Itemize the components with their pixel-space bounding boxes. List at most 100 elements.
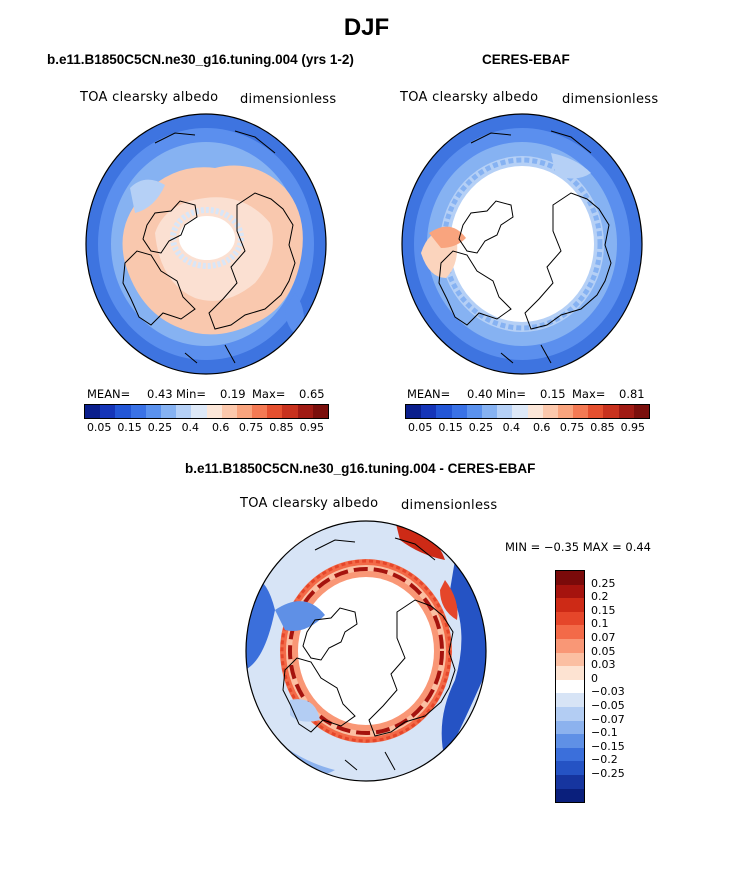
colorbar-swatch <box>115 405 131 418</box>
colorbar-swatch <box>176 405 192 418</box>
colorbar-swatch <box>556 761 584 775</box>
colorbar-swatch <box>556 774 584 789</box>
colorbar-tick-label: 0.05 <box>407 421 433 434</box>
colorbar-swatch <box>481 405 498 418</box>
right-max-value: 0.81 <box>619 387 645 401</box>
colorbar-swatch <box>556 720 584 735</box>
right-colorbar-ticks: 0.05 0.15 0.25 0.4 0.6 0.75 0.85 0.95 <box>405 421 650 435</box>
colorbar-swatch <box>556 666 584 680</box>
right-mean-value: 0.40 <box>467 387 493 401</box>
colorbar-swatch <box>556 598 584 612</box>
colorbar-tick-label: 0.95 <box>299 421 325 434</box>
colorbar-swatch <box>100 405 116 418</box>
right-panel-title: CERES-EBAF <box>482 52 570 67</box>
colorbar-swatch <box>252 405 268 418</box>
colorbar-swatch <box>556 611 584 626</box>
colorbar-tick-label: 0.15 <box>591 603 616 617</box>
colorbar-tick-label: 0.6 <box>532 421 551 434</box>
colorbar-swatch <box>557 405 574 418</box>
colorbar-tick-label: 0.6 <box>211 421 230 434</box>
colorbar-swatch <box>556 679 584 694</box>
left-units-label: dimensionless <box>240 92 337 107</box>
colorbar-tick-label: −0.15 <box>591 739 625 753</box>
colorbar-swatch <box>236 405 253 418</box>
colorbar-swatch <box>556 706 584 721</box>
colorbar-swatch <box>421 405 437 418</box>
colorbar-swatch <box>451 405 467 418</box>
colorbar-tick-label: 0.4 <box>181 421 200 434</box>
left-polar-map <box>85 113 327 375</box>
colorbar-swatch <box>85 405 101 418</box>
right-colorbar <box>405 404 650 419</box>
right-min-label: Min= <box>496 387 527 401</box>
colorbar-swatch <box>221 405 237 418</box>
right-min-value: 0.15 <box>540 387 566 401</box>
colorbar-swatch <box>556 571 584 585</box>
colorbar-swatch <box>130 405 146 418</box>
colorbar-tick-label: 0.07 <box>591 631 616 644</box>
colorbar-swatch <box>436 405 452 418</box>
colorbar-tick-label: −0.05 <box>591 699 625 712</box>
colorbar-swatch <box>267 405 283 418</box>
right-mean-label: MEAN= <box>407 387 451 401</box>
colorbar-tick-label: 0.15 <box>117 421 142 434</box>
diff-units-label: dimensionless <box>401 498 498 513</box>
colorbar-tick-label: −0.1 <box>591 726 618 740</box>
colorbar-swatch <box>527 405 543 418</box>
diff-panel-title: b.e11.B1850C5CN.ne30_g16.tuning.004 - CE… <box>185 461 536 476</box>
colorbar-swatch <box>542 405 558 418</box>
colorbar-tick-label: −0.07 <box>591 712 625 726</box>
colorbar-tick-label: 0.85 <box>590 421 615 434</box>
left-panel-title: b.e11.B1850C5CN.ne30_g16.tuning.004 (yrs… <box>47 52 354 67</box>
diff-variable-label: TOA clearsky albedo <box>240 496 379 511</box>
colorbar-swatch <box>556 584 584 599</box>
colorbar-tick-label: 0.03 <box>591 658 616 672</box>
colorbar-swatch <box>603 405 619 418</box>
colorbar-swatch <box>145 405 161 418</box>
diff-colorbar <box>555 570 585 804</box>
left-min-value: 0.19 <box>220 387 246 401</box>
colorbar-tick-label: 0.25 <box>147 421 173 434</box>
colorbar-swatch <box>160 405 177 418</box>
colorbar-tick-label: 0.75 <box>238 421 264 434</box>
colorbar-tick-label: −0.03 <box>591 685 625 699</box>
colorbar-swatch <box>312 405 328 418</box>
colorbar-tick-label: −0.25 <box>591 767 625 780</box>
right-max-label: Max= <box>572 387 606 401</box>
right-polar-map <box>401 113 643 375</box>
colorbar-tick-label: 0.1 <box>591 617 609 631</box>
left-variable-label: TOA clearsky albedo <box>80 90 219 105</box>
colorbar-tick-label: 0.05 <box>591 644 616 658</box>
colorbar-swatch <box>497 405 513 418</box>
colorbar-swatch <box>206 405 222 418</box>
colorbar-swatch <box>588 405 604 418</box>
colorbar-swatch <box>556 693 584 707</box>
colorbar-tick-label: −0.2 <box>591 753 618 767</box>
left-max-label: Max= <box>252 387 286 401</box>
colorbar-swatch <box>512 405 528 418</box>
left-max-value: 0.65 <box>299 387 325 401</box>
colorbar-swatch <box>556 788 584 803</box>
colorbar-swatch <box>556 747 584 762</box>
left-colorbar-ticks: 0.05 0.15 0.25 0.4 0.6 0.75 0.85 0.95 <box>84 421 329 435</box>
diff-colorbar-ticks: 0.25 0.2 0.15 0.1 0.07 0.05 0.03 0 −0.03 −0.05 −0.… <box>591 570 651 802</box>
colorbar-swatch <box>556 652 584 667</box>
diff-polar-map <box>245 520 487 782</box>
colorbar-swatch <box>573 405 589 418</box>
left-mean-label: MEAN= <box>87 387 131 401</box>
colorbar-tick-label: 0 <box>591 671 598 685</box>
colorbar-swatch <box>633 405 649 418</box>
right-units-label: dimensionless <box>562 92 659 107</box>
colorbar-swatch <box>282 405 298 418</box>
left-min-label: Min= <box>176 387 207 401</box>
colorbar-tick-label: 0.05 <box>86 421 112 434</box>
colorbar-swatch <box>556 638 584 653</box>
colorbar-tick-label: 0.95 <box>620 421 646 434</box>
colorbar-swatch <box>406 405 422 418</box>
colorbar-tick-label: 0.25 <box>468 421 494 434</box>
colorbar-swatch <box>297 405 313 418</box>
colorbar-swatch <box>618 405 634 418</box>
colorbar-tick-label: 0.85 <box>269 421 294 434</box>
figure-title: DJF <box>343 14 390 41</box>
colorbar-tick-label: 0.75 <box>559 421 585 434</box>
